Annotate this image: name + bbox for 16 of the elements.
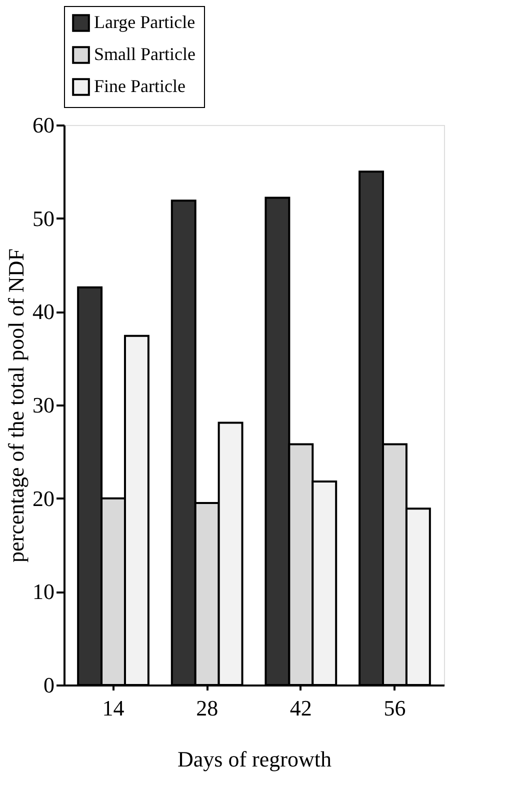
y-tick-label: 40 [32, 299, 54, 324]
y-axis-title: percentage of the total pool of NDF [4, 248, 28, 563]
y-tick-label: 60 [32, 112, 54, 138]
legend-label: Large Particle [94, 12, 196, 32]
x-tick-label: 56 [384, 696, 406, 720]
legend-label: Fine Particle [94, 76, 186, 96]
legend-label: Small Particle [94, 44, 196, 64]
y-tick-label: 0 [44, 672, 54, 698]
y-tick-label: 10 [32, 579, 54, 604]
y-tick-label: 20 [32, 486, 54, 511]
x-axis-title: Days of regrowth [178, 746, 332, 772]
y-tick-label: 50 [32, 206, 54, 231]
y-tick-label: 30 [32, 392, 54, 418]
x-tick-label: 42 [290, 696, 312, 720]
x-tick-label: 14 [102, 696, 124, 720]
x-tick-label: 28 [196, 696, 218, 720]
